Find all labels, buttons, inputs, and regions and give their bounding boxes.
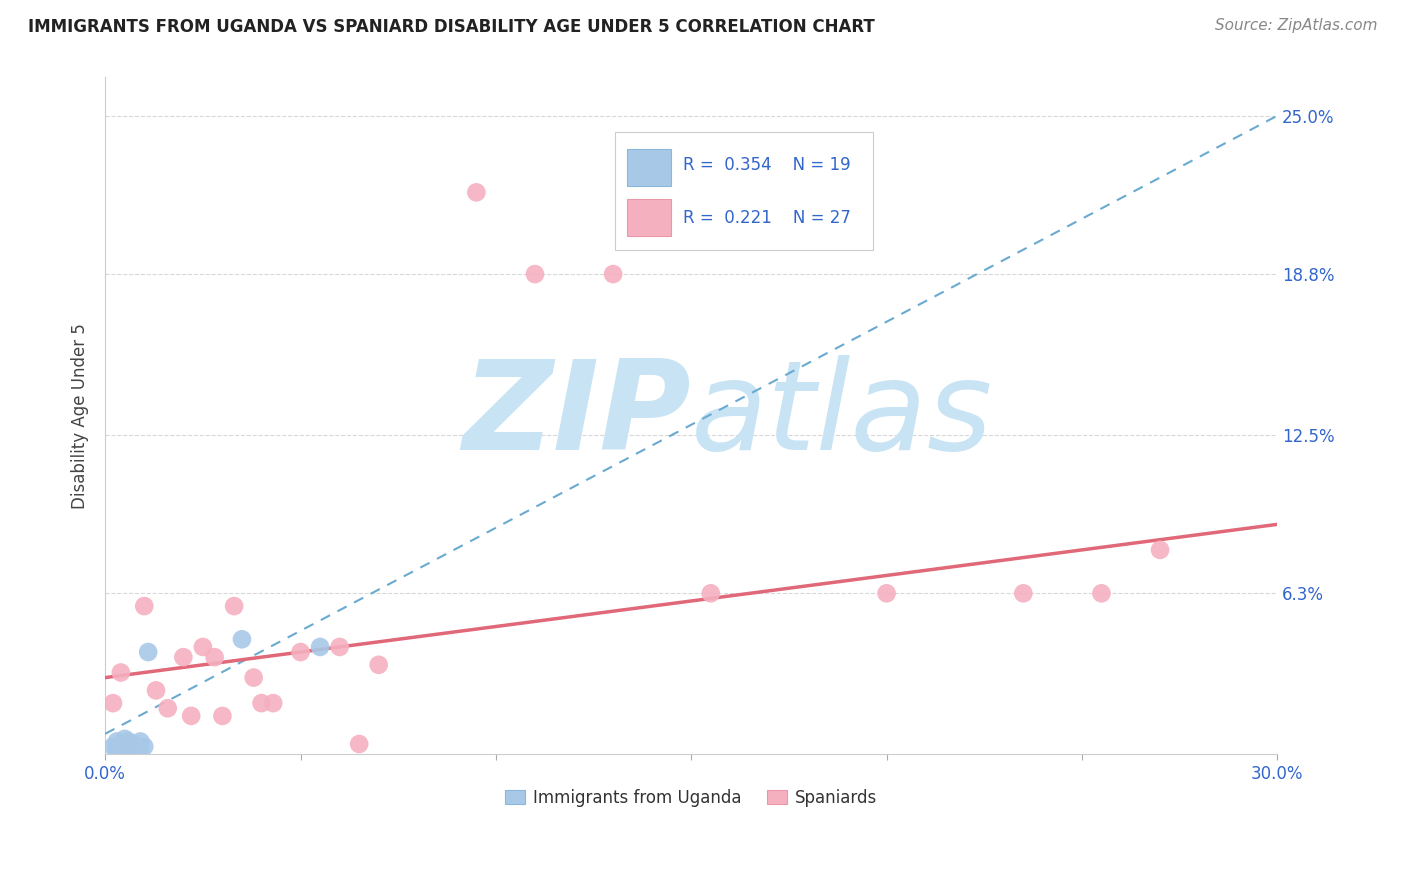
Point xyxy=(224,599,246,613)
Point xyxy=(118,739,141,754)
Text: ZIP: ZIP xyxy=(463,355,692,476)
FancyBboxPatch shape xyxy=(614,132,873,250)
Point xyxy=(211,709,233,723)
Point xyxy=(118,734,141,748)
Text: R =  0.221    N = 27: R = 0.221 N = 27 xyxy=(683,209,851,227)
Text: atlas: atlas xyxy=(692,355,994,476)
Point xyxy=(121,742,143,756)
Point xyxy=(262,696,284,710)
Point xyxy=(110,745,132,759)
Text: Source: ZipAtlas.com: Source: ZipAtlas.com xyxy=(1215,18,1378,33)
Point xyxy=(700,586,723,600)
Point xyxy=(129,742,152,756)
Point xyxy=(121,737,143,751)
Point xyxy=(347,737,370,751)
Point xyxy=(309,640,332,654)
Point xyxy=(114,742,136,756)
Point xyxy=(114,731,136,746)
Point xyxy=(1149,542,1171,557)
Point xyxy=(125,739,148,754)
Point xyxy=(118,737,141,751)
Point xyxy=(145,683,167,698)
Point xyxy=(134,739,156,754)
Point xyxy=(876,586,898,600)
FancyBboxPatch shape xyxy=(627,199,671,236)
Point xyxy=(329,640,352,654)
Point xyxy=(129,734,152,748)
Legend: Immigrants from Uganda, Spaniards: Immigrants from Uganda, Spaniards xyxy=(498,782,884,814)
Point xyxy=(101,696,124,710)
Point xyxy=(290,645,312,659)
Point xyxy=(204,650,226,665)
Point xyxy=(180,709,202,723)
Point xyxy=(156,701,179,715)
Text: R =  0.354    N = 19: R = 0.354 N = 19 xyxy=(683,156,851,175)
Point xyxy=(172,650,194,665)
Point xyxy=(602,267,624,281)
Point xyxy=(134,599,156,613)
Text: IMMIGRANTS FROM UGANDA VS SPANIARD DISABILITY AGE UNDER 5 CORRELATION CHART: IMMIGRANTS FROM UGANDA VS SPANIARD DISAB… xyxy=(28,18,875,36)
FancyBboxPatch shape xyxy=(627,148,671,186)
Point xyxy=(110,665,132,680)
Point xyxy=(231,632,253,647)
Point xyxy=(101,739,124,754)
Point xyxy=(105,742,128,756)
Point xyxy=(105,734,128,748)
Point xyxy=(136,645,159,659)
Point xyxy=(465,186,488,200)
Point xyxy=(523,267,546,281)
Point xyxy=(367,657,389,672)
Point xyxy=(250,696,273,710)
Point xyxy=(1012,586,1035,600)
Y-axis label: Disability Age Under 5: Disability Age Under 5 xyxy=(72,323,89,508)
Point xyxy=(110,737,132,751)
Point xyxy=(191,640,214,654)
Point xyxy=(242,671,264,685)
Point xyxy=(125,745,148,759)
Point xyxy=(1090,586,1112,600)
